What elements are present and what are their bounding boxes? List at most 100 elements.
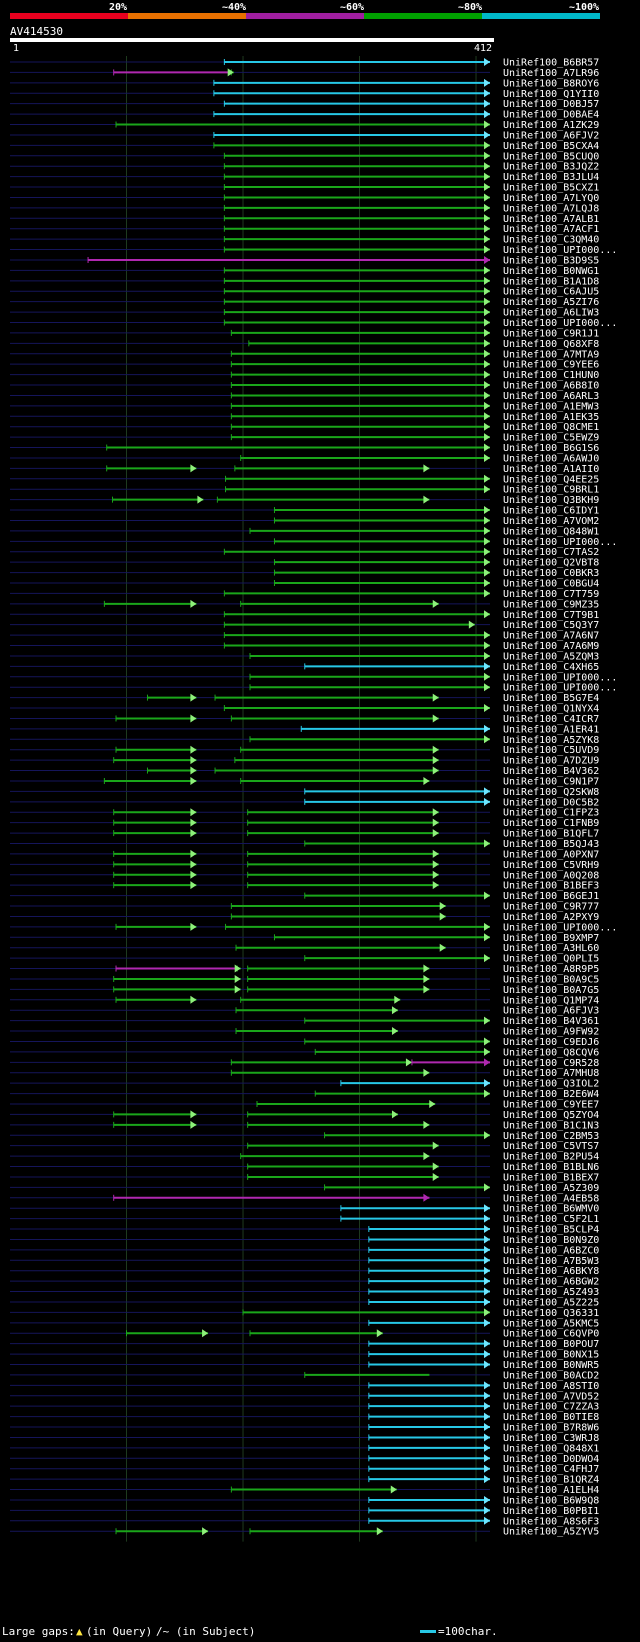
- hit-label[interactable]: UniRef100_A9FW92: [503, 1027, 599, 1038]
- hit-row[interactable]: UniRef100_B0PBI1: [368, 1506, 599, 1517]
- hit-label[interactable]: UniRef100_B1BEF3: [503, 881, 599, 892]
- hit-label[interactable]: UniRef100_D0C5B2: [503, 797, 599, 808]
- hit-row[interactable]: UniRef100_B0ACD2: [304, 1370, 600, 1381]
- hit-row[interactable]: UniRef100_C1FPZ3: [113, 808, 600, 819]
- hit-label[interactable]: UniRef100_C5UVD9: [503, 745, 599, 756]
- hit-label[interactable]: UniRef100_B0NWG1: [503, 266, 599, 277]
- hit-row[interactable]: UniRef100_B6BR57: [223, 58, 599, 69]
- hit-row[interactable]: UniRef100_B2PU54: [240, 1152, 600, 1163]
- hit-row[interactable]: UniRef100_A6B8I0: [230, 381, 599, 392]
- hit-label[interactable]: UniRef100_C1FPZ3: [503, 808, 599, 819]
- hit-row[interactable]: UniRef100_C3WRJ8: [368, 1433, 599, 1444]
- hit-row[interactable]: UniRef100_B0A9C5: [113, 974, 600, 985]
- hit-row[interactable]: UniRef100_C5F2L1: [340, 1214, 599, 1225]
- hit-row[interactable]: UniRef100_A2PXY9: [230, 912, 599, 923]
- hit-label[interactable]: UniRef100_B2PU54: [503, 1152, 599, 1163]
- hit-label[interactable]: UniRef100_C1FNB9: [503, 818, 599, 829]
- hit-label[interactable]: UniRef100_UPI000...: [503, 683, 617, 694]
- hit-row[interactable]: UniRef100_D0BAE4: [213, 110, 599, 121]
- hit-label[interactable]: UniRef100_A7MTA9: [503, 349, 599, 360]
- hit-row[interactable]: UniRef100_A5Z493: [368, 1287, 599, 1298]
- hit-row[interactable]: UniRef100_B0POU7: [368, 1339, 599, 1350]
- hit-label[interactable]: UniRef100_C9BRL1: [503, 485, 599, 496]
- hit-label[interactable]: UniRef100_B0ACD2: [503, 1370, 599, 1381]
- hit-row[interactable]: UniRef100_B5CXZ1: [223, 183, 599, 194]
- hit-label[interactable]: UniRef100_A0Q208: [503, 870, 599, 881]
- hit-row[interactable]: UniRef100_A7LQJ8: [223, 203, 599, 214]
- hit-row[interactable]: UniRef100_Q5ZYO4: [113, 1110, 600, 1121]
- hit-label[interactable]: UniRef100_A1ELH4: [503, 1485, 599, 1496]
- hit-label[interactable]: UniRef100_B8ROY6: [503, 78, 599, 89]
- hit-label[interactable]: UniRef100_A8R9P5: [503, 964, 599, 975]
- hit-label[interactable]: UniRef100_A7A6M9: [503, 641, 599, 652]
- hit-row[interactable]: UniRef100_C6AJU5: [223, 287, 599, 298]
- hit-label[interactable]: UniRef100_A5Z225: [503, 1297, 599, 1308]
- hit-label[interactable]: UniRef100_Q8CQV6: [503, 1047, 599, 1058]
- hit-label[interactable]: UniRef100_A2PXY9: [503, 912, 599, 923]
- hit-label[interactable]: UniRef100_A7ACF1: [503, 224, 599, 235]
- hit-row[interactable]: UniRef100_A8S6F3: [368, 1516, 599, 1527]
- hit-row[interactable]: UniRef100_B6GEJ1: [304, 891, 600, 902]
- hit-row[interactable]: UniRef100_B1BLN6: [247, 1162, 600, 1173]
- hit-label[interactable]: UniRef100_B6W9Q8: [503, 1495, 599, 1506]
- hit-row[interactable]: UniRef100_A3HL60: [235, 943, 599, 954]
- hit-row[interactable]: UniRef100_C5VRH9: [113, 860, 600, 871]
- hit-row[interactable]: UniRef100_A9FW92: [235, 1027, 599, 1038]
- hit-row[interactable]: UniRef100_A7ALB1: [223, 214, 599, 225]
- hit-label[interactable]: UniRef100_Q2VBT8: [503, 558, 599, 569]
- hit-label[interactable]: UniRef100_C6AJU5: [503, 287, 599, 298]
- hit-label[interactable]: UniRef100_C7T9B1: [503, 610, 599, 621]
- hit-row[interactable]: UniRef100_UPI000...: [223, 318, 617, 329]
- hit-label[interactable]: UniRef100_A8STI0: [503, 1381, 599, 1392]
- hit-row[interactable]: UniRef100_Q1MP74: [115, 995, 599, 1006]
- hit-label[interactable]: UniRef100_B0A7G5: [503, 985, 599, 996]
- hit-row[interactable]: UniRef100_UPI000...: [115, 922, 617, 933]
- hit-label[interactable]: UniRef100_A7VOM2: [503, 516, 599, 527]
- hit-label[interactable]: UniRef100_A5KMC5: [503, 1318, 599, 1329]
- hit-label[interactable]: UniRef100_Q1NYX4: [503, 704, 599, 715]
- hit-label[interactable]: UniRef100_A7LQJ8: [503, 203, 599, 214]
- hit-row[interactable]: UniRef100_UPI000...: [249, 672, 617, 683]
- hit-row[interactable]: UniRef100_C7ZZA3: [368, 1402, 599, 1413]
- hit-label[interactable]: UniRef100_A6AWJ0: [503, 453, 599, 464]
- hit-row[interactable]: UniRef100_A0PXN7: [113, 849, 600, 860]
- hit-label[interactable]: UniRef100_A5ZYK8: [503, 735, 599, 746]
- hit-label[interactable]: UniRef100_UPI000...: [503, 245, 617, 256]
- hit-row[interactable]: UniRef100_C7TAS2: [223, 547, 599, 558]
- hit-row[interactable]: UniRef100_Q848W1: [249, 526, 599, 537]
- hit-row[interactable]: UniRef100_UPI000...: [273, 537, 617, 548]
- hit-label[interactable]: UniRef100_A5ZI76: [503, 297, 599, 308]
- hit-row[interactable]: UniRef100_A1ELH4: [230, 1485, 599, 1496]
- hit-label[interactable]: UniRef100_Q8CME1: [503, 422, 599, 433]
- hit-label[interactable]: UniRef100_B3JQZ2: [503, 162, 599, 173]
- hit-row[interactable]: UniRef100_Q1YII0: [213, 89, 599, 100]
- hit-row[interactable]: UniRef100_A1AII0: [106, 464, 600, 475]
- hit-label[interactable]: UniRef100_A7A6N7: [503, 631, 599, 642]
- hit-row[interactable]: UniRef100_B8ROY6: [213, 78, 599, 89]
- hit-label[interactable]: UniRef100_A6BKY8: [503, 1266, 599, 1277]
- hit-label[interactable]: UniRef100_A7LR96: [503, 68, 599, 79]
- hit-row[interactable]: UniRef100_A5ZI76: [223, 297, 599, 308]
- hit-row[interactable]: UniRef100_A6LIW3: [223, 308, 599, 319]
- hit-label[interactable]: UniRef100_A1ER41: [503, 724, 599, 735]
- hit-label[interactable]: UniRef100_Q1YII0: [503, 89, 599, 100]
- hit-label[interactable]: UniRef100_C5Q3Y7: [503, 620, 599, 631]
- hit-row[interactable]: UniRef100_C0BKR3: [273, 568, 599, 579]
- hit-row[interactable]: UniRef100_UPI000...: [249, 683, 617, 694]
- hit-label[interactable]: UniRef100_C5F2L1: [503, 1214, 599, 1225]
- hit-label[interactable]: UniRef100_C9R1J1: [503, 328, 599, 339]
- hit-label[interactable]: UniRef100_D0BJ57: [503, 99, 599, 110]
- hit-row[interactable]: UniRef100_B5CLP4: [368, 1225, 599, 1236]
- hit-row[interactable]: UniRef100_A7A6N7: [223, 631, 599, 642]
- hit-row[interactable]: UniRef100_Q68XF8: [248, 339, 599, 350]
- hit-label[interactable]: UniRef100_B1BLN6: [503, 1162, 599, 1173]
- hit-label[interactable]: UniRef100_C7ZZA3: [503, 1402, 599, 1413]
- hit-row[interactable]: UniRef100_B1QRZ4: [368, 1475, 599, 1486]
- hit-label[interactable]: UniRef100_B0TIE8: [503, 1412, 599, 1423]
- hit-row[interactable]: UniRef100_Q3IOL2: [340, 1079, 599, 1090]
- hit-row[interactable]: UniRef100_C3QM40: [223, 235, 599, 246]
- hit-row[interactable]: UniRef100_A7VD52: [368, 1391, 599, 1402]
- hit-row[interactable]: UniRef100_C9N1P7: [103, 776, 599, 787]
- hit-label[interactable]: UniRef100_C9R777: [503, 902, 599, 913]
- hit-row[interactable]: UniRef100_A1ER41: [300, 724, 599, 735]
